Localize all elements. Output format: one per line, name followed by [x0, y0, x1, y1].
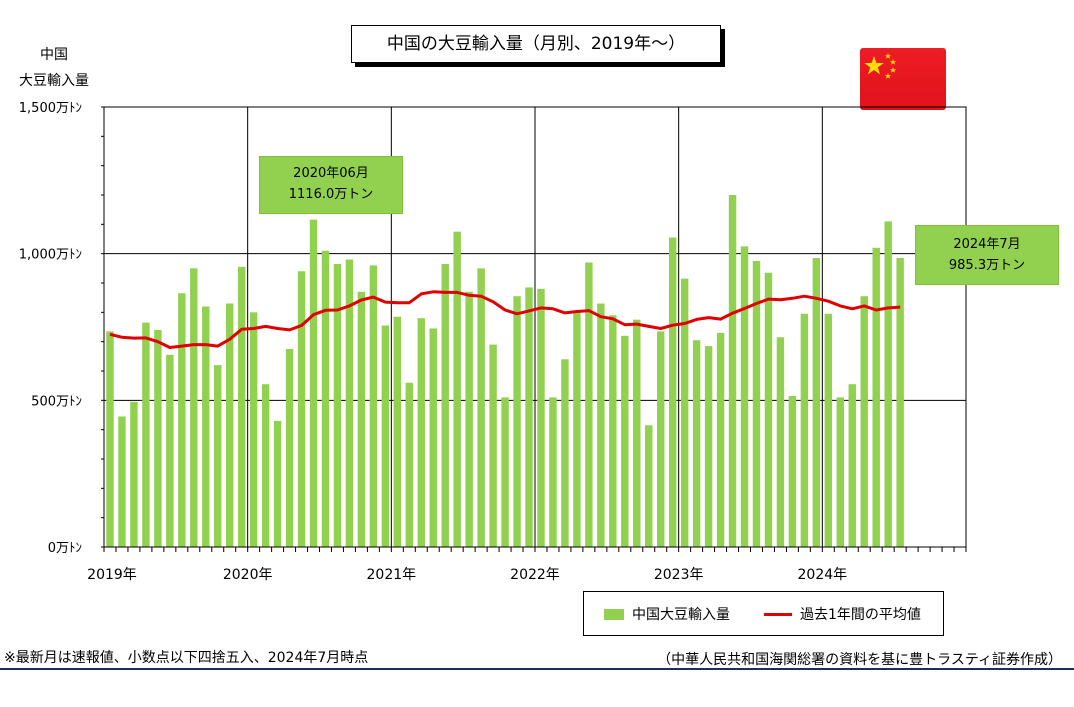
bar	[740, 246, 749, 548]
bar	[465, 291, 473, 547]
bar	[728, 195, 737, 547]
bar	[142, 322, 150, 547]
bar	[202, 306, 210, 547]
bar	[609, 315, 617, 547]
bar	[369, 265, 378, 547]
bar	[489, 344, 497, 547]
y-axis-title: 中国 大豆輸入量	[14, 42, 94, 94]
bar	[561, 359, 569, 547]
bar	[321, 250, 330, 547]
bar	[824, 313, 833, 547]
bar	[118, 416, 126, 547]
bar	[549, 397, 557, 547]
bar	[225, 303, 234, 547]
x-tick-label: 2023年	[654, 567, 704, 583]
bar	[214, 365, 222, 547]
latest-callout-value: 985.3万トン	[948, 258, 1026, 273]
y-axis-title-text: 中国 大豆輸入量	[19, 47, 89, 89]
bar	[477, 268, 485, 547]
bar	[872, 247, 880, 548]
peak-callout-value: 1116.0万トン	[288, 187, 374, 202]
bar	[441, 263, 449, 547]
bar	[297, 271, 306, 547]
bar	[800, 313, 809, 547]
bar	[896, 257, 904, 547]
bar	[405, 382, 414, 547]
y-tick-label: 0万ﾄﾝ	[48, 541, 82, 556]
bar	[812, 258, 821, 547]
bar	[166, 354, 174, 547]
legend-item-bars: 中国大豆輸入量	[604, 604, 730, 624]
bar	[130, 401, 138, 547]
bar	[645, 425, 653, 547]
bar	[273, 420, 282, 547]
bar	[154, 329, 162, 547]
bar	[501, 397, 509, 547]
bottom-divider	[0, 668, 1074, 670]
bar	[453, 231, 461, 547]
bar	[597, 303, 605, 547]
source-note: （中華人民共和国海関総署の資料を基に豊トラスティ証券作成）	[657, 652, 1062, 668]
bar	[309, 219, 318, 547]
bar	[764, 272, 773, 547]
legend-bar-swatch	[604, 608, 624, 620]
chart-legend: 中国大豆輸入量 過去1年間の平均値	[583, 591, 944, 636]
average-line	[109, 290, 901, 349]
plot-frame	[103, 106, 967, 548]
bar	[680, 278, 689, 547]
x-tick-label: 2022年	[510, 567, 560, 583]
y-tick-label: 500万ﾄﾝ	[31, 394, 82, 409]
bar	[884, 221, 892, 547]
bar	[285, 349, 294, 547]
bar	[333, 263, 342, 547]
x-tick-label: 2019年	[87, 567, 137, 583]
bar	[668, 237, 677, 548]
bar	[585, 262, 593, 547]
x-tick-label: 2020年	[223, 567, 273, 583]
bar	[752, 261, 761, 547]
bar	[716, 332, 725, 547]
bar	[357, 291, 366, 547]
bar	[704, 346, 713, 547]
bar	[190, 268, 198, 547]
bar	[429, 328, 437, 547]
bar	[573, 312, 581, 547]
bar	[621, 335, 629, 547]
bar	[656, 331, 665, 547]
footnote: ※最新月は速報値、小数点以下四捨五入、2024年7月時点	[4, 650, 369, 666]
bar	[692, 340, 701, 547]
y-tick-label: 1,000万ﾄﾝ	[19, 248, 82, 263]
legend-line-label: 過去1年間の平均値	[800, 607, 921, 623]
bar	[513, 296, 521, 547]
bar	[106, 331, 114, 547]
bar	[776, 337, 785, 547]
latest-callout-date: 2024年7月	[953, 237, 1021, 252]
bar	[633, 319, 641, 547]
peak-callout: 2020年06月 1116.0万トン	[259, 156, 403, 214]
bar	[237, 266, 246, 547]
bar	[836, 397, 845, 547]
chart-title: 中国の大豆輸入量（月別、2019年～）	[351, 25, 721, 63]
bar	[788, 395, 797, 547]
legend-item-line: 過去1年間の平均値	[764, 604, 921, 624]
bar	[261, 384, 270, 547]
bar	[178, 293, 186, 547]
x-tick-label: 2024年	[798, 567, 848, 583]
x-tick-label: 2021年	[367, 567, 417, 583]
y-tick-label: 1,500万ﾄﾝ	[19, 101, 82, 116]
bar	[393, 316, 402, 547]
peak-callout-date: 2020年06月	[293, 166, 369, 181]
bar	[381, 325, 390, 547]
bar	[417, 318, 425, 547]
china-flag-icon	[860, 48, 946, 110]
legend-line-swatch	[764, 612, 792, 616]
latest-callout: 2024年7月 985.3万トン	[915, 225, 1059, 285]
bar	[848, 384, 856, 547]
bar	[537, 288, 545, 547]
bar	[345, 259, 354, 547]
bar	[249, 312, 258, 547]
legend-bar-label: 中国大豆輸入量	[632, 607, 730, 623]
bar	[525, 287, 533, 547]
bar	[860, 296, 868, 547]
